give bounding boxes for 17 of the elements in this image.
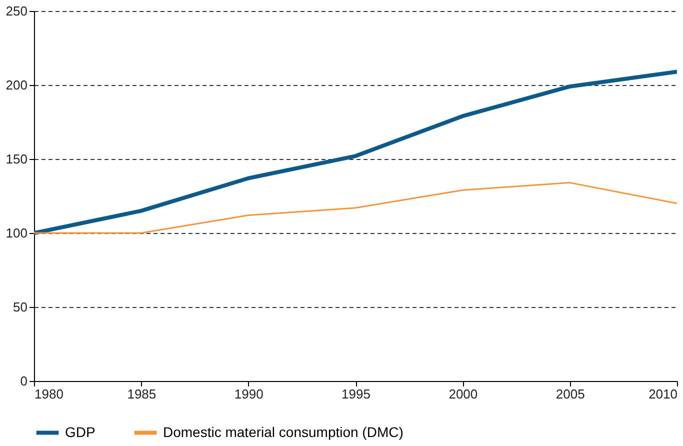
- y-tick-label: 150: [6, 152, 28, 166]
- line-series: [34, 70, 677, 235]
- y-tick-label: 50: [13, 300, 28, 314]
- x-tick-label: 2005: [556, 386, 585, 402]
- legend-label: Domestic material consumption (DMC): [163, 424, 404, 440]
- x-tick-label: 1980: [34, 386, 64, 402]
- y-tick-label: 0: [20, 374, 28, 388]
- x-tick-label: 1995: [342, 386, 370, 402]
- y-tick-label: 100: [6, 226, 28, 240]
- y-tick-label: 200: [6, 78, 28, 92]
- x-tick-label: 2010: [648, 386, 678, 402]
- x-tick-label: 1990: [234, 386, 264, 402]
- x-tick-label: 2000: [448, 386, 478, 402]
- line-series: [34, 182, 677, 234]
- y-tick-label: 250: [6, 4, 28, 18]
- x-tick-label: 1985: [127, 386, 156, 402]
- legend-label: GDP: [65, 424, 96, 440]
